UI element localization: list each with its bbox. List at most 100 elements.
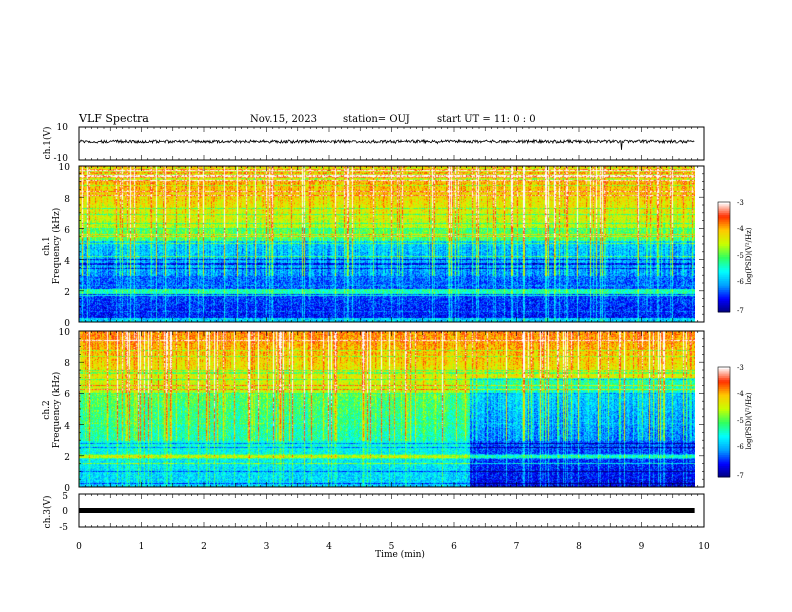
colorbar-segment [718, 422, 730, 425]
colorbar-segment [718, 462, 730, 465]
colorbar-segment [718, 467, 730, 471]
date-label: Nov.15, 2023 [250, 114, 317, 125]
ch2-spec-ytick: 2 [64, 453, 70, 463]
ch1-spec-ytick: 6 [64, 226, 70, 236]
colorbar-segment [718, 429, 730, 432]
colorbar-segment [718, 249, 730, 252]
colorbar-segment [718, 306, 730, 309]
colorbar-segment [718, 427, 730, 430]
colorbar-ch2 [717, 366, 731, 478]
colorbar-segment [718, 258, 730, 262]
colorbar-tick: -6 [737, 278, 744, 286]
colorbar-segment [718, 387, 730, 390]
colorbar-segment [718, 378, 730, 381]
colorbar-segment [718, 244, 730, 247]
colorbar-segment [718, 414, 730, 417]
colorbar-segment [718, 401, 730, 405]
ch3-wave-ytick: 5 [62, 492, 68, 502]
ch1-wave-ylabel: ch.1(V) [42, 127, 53, 160]
colorbar-segment [718, 471, 730, 474]
x-axis-label: Time (min) [375, 549, 425, 560]
ch3-wave-ytick: -5 [59, 523, 68, 533]
colorbar-segment [718, 418, 730, 421]
colorbar-segment [718, 218, 730, 221]
colorbar-segment [718, 394, 730, 397]
colorbar-segment [718, 209, 730, 212]
colorbar-segment [718, 238, 730, 241]
colorbar-segment [718, 420, 730, 423]
colorbar-segment [718, 367, 730, 370]
ch2-spec-ytick: 8 [64, 359, 70, 369]
colorbar-segment [718, 302, 730, 306]
colorbar-segment [718, 214, 730, 218]
colorbar-segment [718, 277, 730, 280]
colorbar-tick: -3 [737, 364, 744, 372]
ch3-waveform-trace [79, 508, 695, 513]
ch3-wave-ytick: 0 [62, 507, 68, 517]
ch1-waveform-trace [78, 138, 695, 150]
colorbar-segment [718, 301, 730, 304]
colorbar-segment [718, 383, 730, 386]
colorbar-segment [718, 275, 730, 278]
colorbar-label: log(PSD)(V²/Hz) [745, 392, 753, 449]
colorbar-segment [718, 389, 730, 392]
ch1-spec-ytick: 2 [64, 288, 70, 298]
colorbar-segment [718, 262, 730, 265]
colorbar-segment [718, 246, 730, 249]
colorbar-segment [718, 211, 730, 214]
ch1-wave-ytick-top: 10 [57, 123, 69, 133]
colorbar-segment [718, 456, 730, 460]
ch1-spec-ytick: 10 [59, 163, 71, 173]
colorbar-segment [718, 390, 730, 394]
colorbar-segment [718, 372, 730, 375]
colorbar-segment [718, 409, 730, 412]
colorbar-segment [718, 295, 730, 298]
colorbar-segment [718, 273, 730, 276]
colorbar-segment [718, 279, 730, 282]
colorbar-segment [718, 280, 730, 284]
colorbar-segment [718, 216, 730, 219]
x-tick-label: 8 [576, 542, 582, 552]
colorbar-segment [718, 400, 730, 403]
colorbar-segment [718, 271, 730, 274]
colorbar-segment [718, 202, 730, 205]
x-tick-label: 0 [76, 542, 82, 552]
colorbar-segment [718, 405, 730, 408]
colorbar-segment [718, 445, 730, 449]
colorbar-segment [718, 434, 730, 438]
colorbar-segment [718, 444, 730, 447]
colorbar-segment [718, 464, 730, 467]
colorbar-segment [718, 436, 730, 439]
colorbar-segment [718, 442, 730, 445]
ch2-spec-ytick: 6 [64, 390, 70, 400]
colorbar-segment [718, 398, 730, 401]
colorbar-segment [718, 308, 730, 311]
colorbar-segment [718, 374, 730, 377]
colorbar-segment [718, 224, 730, 227]
colorbar-tick: -4 [737, 225, 744, 233]
colorbar-segment [718, 282, 730, 285]
ch3-wave-ylabel: ch.3(V) [42, 496, 53, 529]
colorbar-segment [718, 255, 730, 258]
colorbar-segment [718, 411, 730, 414]
colorbar-segment [718, 412, 730, 416]
colorbar-segment [718, 433, 730, 436]
colorbar-segment [718, 458, 730, 461]
colorbar-segment [718, 416, 730, 419]
colorbar-segment [718, 205, 730, 208]
ch2-spec-ytick: 0 [64, 484, 70, 494]
ch1-spec-ylabel: ch.1 [42, 236, 52, 255]
colorbar-ch1 [717, 201, 731, 313]
colorbar-segment [718, 286, 730, 289]
colorbar-segment [718, 449, 730, 452]
colorbar-segment [718, 240, 730, 243]
colorbar-segment [718, 460, 730, 463]
station-label: station= OUJ [343, 114, 410, 125]
colorbar-segment [718, 257, 730, 260]
ch2-spec-ytick: 10 [59, 328, 71, 338]
colorbar-segment [718, 253, 730, 256]
x-tick-label: 1 [139, 542, 145, 552]
colorbar-segment [718, 423, 730, 427]
colorbar-segment [718, 425, 730, 428]
colorbar-segment [718, 451, 730, 454]
